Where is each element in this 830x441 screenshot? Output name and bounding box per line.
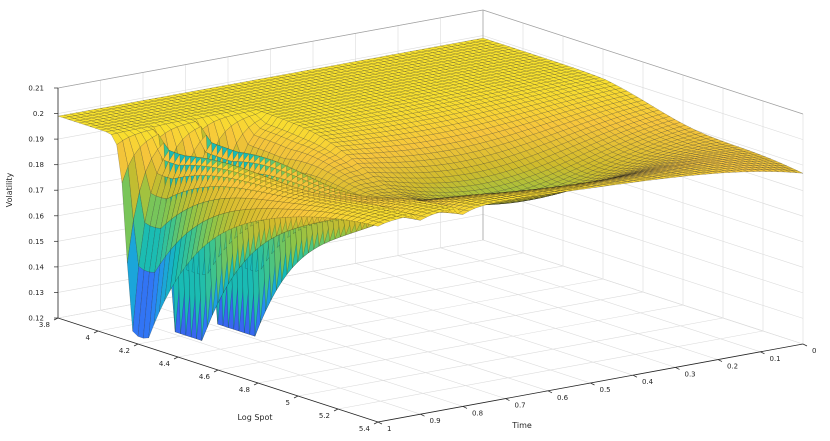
x-tick-label: 4: [86, 334, 91, 342]
floor-gridline-y: [100, 309, 421, 415]
floor-gridline-y: [270, 278, 591, 384]
y-tick-mark: [420, 413, 425, 417]
z-tick-label: 0.16: [28, 212, 44, 220]
z-tick-label: 0.18: [28, 161, 44, 169]
x-tick-label: 4.6: [199, 373, 211, 381]
z-tick-label: 0.19: [28, 136, 44, 144]
y-tick-label: 0.6: [557, 394, 569, 402]
floor-gridline-y: [227, 286, 549, 392]
z-tick-label: 0.15: [28, 238, 44, 246]
floor-gridline-y: [440, 247, 761, 353]
x-tick-mark: [93, 330, 99, 334]
y-tick-mark: [802, 343, 808, 347]
x-tick-mark: [333, 408, 339, 412]
x-tick-mark: [253, 382, 259, 386]
x-axis-label: Log Spot: [237, 413, 272, 422]
y-axis-label: Time: [511, 421, 532, 430]
y-tick-mark: [505, 398, 510, 401]
z-tick-label: 0.17: [28, 187, 44, 195]
z-tick-label: 0.13: [28, 289, 44, 297]
z-tick-label: 0.2: [33, 110, 44, 118]
y-tick-mark: [632, 374, 638, 378]
z-axis-label: Volatility: [5, 172, 14, 207]
y-tick-mark: [377, 421, 383, 425]
y-tick-label: 0.2: [727, 363, 738, 371]
x-tick-mark: [133, 343, 139, 347]
y-tick-label: 0.1: [770, 355, 781, 363]
x-tick-label: 4.4: [159, 360, 171, 368]
x-tick-label: 5.4: [359, 425, 371, 433]
box-edge-top-left: [57, 9, 484, 89]
y-tick-mark: [675, 367, 680, 370]
floor-gridline-y: [312, 270, 634, 376]
x-tick-mark: [373, 421, 379, 425]
y-tick-mark: [760, 351, 765, 355]
x-tick-mark: [213, 369, 219, 373]
y-tick-label: 0.8: [472, 409, 483, 417]
y-tick-mark: [462, 406, 468, 409]
y-tick-label: 1: [387, 425, 391, 433]
surface-layer: [57, 37, 804, 341]
y-tick-label: 0.7: [515, 402, 526, 410]
x-tick-label: 5: [286, 399, 290, 407]
y-tick-mark: [590, 382, 595, 386]
z-tick-label: 0.14: [28, 263, 44, 271]
floor-gridline-y: [397, 255, 719, 360]
z-tick-label: 0.12: [28, 315, 44, 323]
box-edge-top-right: [482, 9, 804, 115]
z-tick-label: 0.21: [28, 85, 44, 93]
y-tick-label: 0.3: [685, 370, 696, 378]
x-tick-label: 4.8: [239, 386, 250, 394]
y-tick-label: 0.4: [642, 378, 654, 386]
x-tick-mark: [173, 356, 179, 360]
x-tick-label: 4.2: [119, 347, 130, 355]
y-tick-label: 0.5: [600, 386, 611, 394]
y-tick-label: 0.9: [430, 417, 441, 425]
x-tick-label: 5.2: [319, 412, 330, 420]
y-tick-mark: [717, 359, 723, 362]
floor-gridline-y: [355, 263, 676, 368]
y-tick-label: 0: [812, 347, 816, 355]
x-tick-mark: [293, 395, 299, 399]
y-tick-mark: [547, 390, 553, 394]
